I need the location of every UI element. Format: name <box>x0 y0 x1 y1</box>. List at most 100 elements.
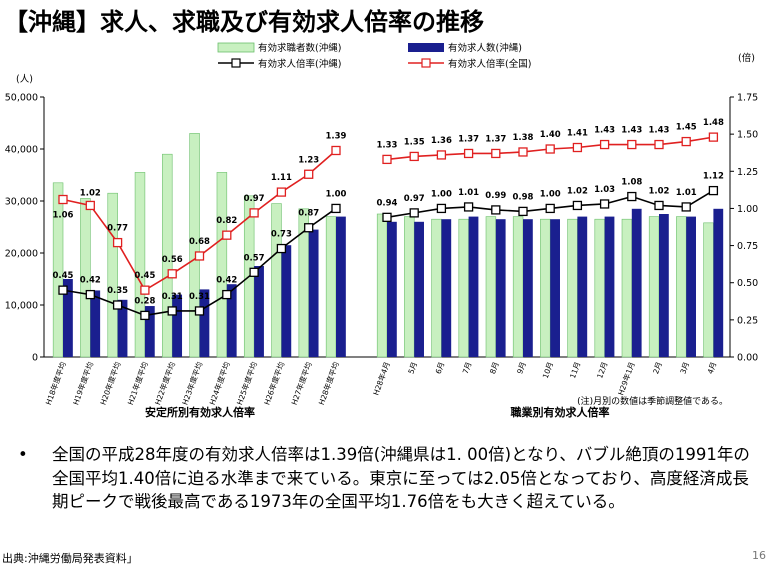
x-tick-label: H20年度平均 <box>98 360 123 406</box>
legend-marker-national <box>421 58 431 68</box>
label-ratio-okinawa: 0.57 <box>244 253 265 263</box>
point-ratio-national <box>681 136 691 147</box>
bar-job-offers <box>550 219 560 357</box>
source-note: 出典:沖縄労働局発表資料」 <box>2 552 138 565</box>
label-ratio-okinawa: 0.97 <box>404 194 425 204</box>
point-ratio-okinawa <box>222 289 232 300</box>
x-tick-label: H27年度平均 <box>289 360 314 406</box>
legend-label: 有効求人数(沖縄) <box>448 42 522 54</box>
point-ratio-okinawa <box>599 199 610 209</box>
label-ratio-national: 1.43 <box>621 126 642 136</box>
bar-job-seekers <box>134 172 146 358</box>
bar-job-seekers <box>648 216 660 358</box>
label-ratio-national: 1.06 <box>53 211 74 221</box>
right-axis-tick-label: 0.25 <box>737 315 758 326</box>
label-ratio-national: 1.37 <box>458 134 479 144</box>
bar-job-offers <box>631 208 642 357</box>
label-ratio-national: 1.33 <box>377 140 398 150</box>
bar-job-seekers <box>162 153 173 358</box>
label-ratio-okinawa: 1.01 <box>458 188 479 198</box>
label-ratio-national: 1.39 <box>326 131 347 141</box>
x-tick-label: 10月 <box>541 361 555 380</box>
point-ratio-national <box>249 208 259 218</box>
right-axis-tick-label: 0.75 <box>737 241 758 252</box>
right-axis-tick-label: 1.25 <box>737 167 758 178</box>
page-title: 【沖縄】求人、求職及び有効求人倍率の推移 <box>4 8 484 36</box>
label-ratio-national: 1.23 <box>298 155 319 165</box>
right-axis-tick-label: 1.75 <box>737 93 758 104</box>
x-tick-label: 2月 <box>651 361 664 376</box>
point-ratio-okinawa <box>463 202 474 212</box>
label-ratio-national: 0.56 <box>162 255 183 265</box>
bar-job-seekers <box>216 172 228 358</box>
x-tick-label: H18年度平均 <box>43 360 68 406</box>
group-label-monthly: 職業別有効求人倍率 <box>511 405 610 419</box>
x-tick-label: 8月 <box>488 361 501 376</box>
point-ratio-okinawa <box>276 243 287 254</box>
point-ratio-national <box>436 150 447 160</box>
point-ratio-okinawa <box>436 203 447 214</box>
label-ratio-national: 1.35 <box>404 137 425 147</box>
bar-job-seekers <box>52 182 64 358</box>
label-ratio-okinawa: 0.42 <box>216 276 237 286</box>
left-axis-tick-label: 50,000 <box>5 93 38 104</box>
point-ratio-okinawa <box>140 310 150 321</box>
point-ratio-okinawa <box>85 289 95 300</box>
x-tick-label: 5月 <box>406 361 419 376</box>
x-tick-label: 4月 <box>706 361 719 376</box>
point-ratio-national <box>627 139 637 150</box>
summary-text: 全国の平成28年度の有効求人倍率は1.39倍(沖縄県は1. 00倍)となり、バブ… <box>52 445 750 511</box>
label-ratio-okinawa: 0.45 <box>53 271 74 281</box>
label-ratio-national: 0.77 <box>107 224 128 234</box>
point-ratio-okinawa <box>167 306 177 316</box>
bar-job-offers <box>90 290 101 357</box>
bar-job-seekers <box>80 198 91 358</box>
point-ratio-okinawa <box>249 267 259 277</box>
label-ratio-national: 1.36 <box>431 136 452 146</box>
bar-job-seekers <box>189 133 200 358</box>
bar-job-seekers <box>540 218 551 358</box>
point-ratio-okinawa <box>681 202 691 212</box>
bar-job-seekers <box>676 216 687 358</box>
legend-swatch-job-seekers <box>217 42 255 53</box>
point-ratio-okinawa <box>304 223 314 233</box>
job-ratio-chart: 有効求職者数(沖縄) 有効求人数(沖縄) 有効求人倍率(沖縄) 有効求人倍率(全国) (… <box>5 42 758 419</box>
bar-job-seekers <box>512 216 524 358</box>
point-ratio-okinawa <box>627 191 637 202</box>
bar-job-offers <box>686 216 696 357</box>
left-axis-tick-label: 20,000 <box>5 249 38 260</box>
point-ratio-national <box>572 142 583 153</box>
label-ratio-national: 1.11 <box>271 173 292 183</box>
label-ratio-okinawa: 1.12 <box>703 172 724 182</box>
point-ratio-national <box>708 132 719 142</box>
x-tick-label: 9月 <box>515 361 528 376</box>
point-ratio-national <box>463 148 474 159</box>
label-ratio-okinawa: 1.00 <box>326 189 347 199</box>
bar-job-offers <box>441 219 452 357</box>
legend-label: 有効求人倍率(沖縄) <box>258 58 341 70</box>
bar-job-offers <box>713 208 724 357</box>
point-ratio-national <box>331 145 341 156</box>
x-tick-label: 6月 <box>434 361 447 376</box>
point-ratio-okinawa <box>382 212 392 222</box>
left-axis-unit: (人) <box>16 74 33 85</box>
label-ratio-okinawa: 1.00 <box>540 189 561 199</box>
point-ratio-national <box>167 269 177 279</box>
annual-group: 1.06 1.02 0.77 0.45 0.56 0.68 0.82 0.97 1.11 1.23… <box>43 131 347 406</box>
bar-job-offers <box>63 279 73 357</box>
label-ratio-okinawa: 1.03 <box>594 185 615 195</box>
label-ratio-okinawa: 0.99 <box>485 191 506 201</box>
bar-job-seekers <box>325 216 337 358</box>
bar-job-offers <box>117 299 128 357</box>
legend-label: 有効求人倍率(全国) <box>448 58 531 70</box>
legend-marker-okinawa <box>231 58 241 68</box>
label-ratio-okinawa: 1.01 <box>676 188 697 198</box>
bar-job-seekers <box>404 216 415 358</box>
group-label-annual: 安定所別有効求人倍率 <box>145 405 255 419</box>
bar-job-offers <box>172 294 183 357</box>
point-ratio-national <box>654 139 664 150</box>
point-ratio-national <box>58 194 68 205</box>
bar-job-offers <box>468 216 479 357</box>
point-ratio-national <box>112 237 123 248</box>
label-ratio-national: 0.82 <box>216 216 237 226</box>
